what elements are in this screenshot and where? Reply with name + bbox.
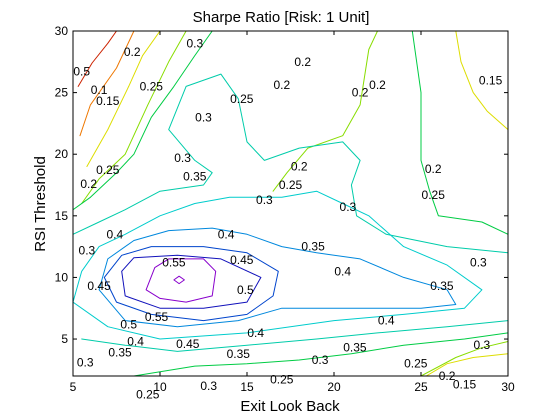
contour-label: 0.2 [425, 162, 442, 176]
contour-label: 0.2 [124, 45, 141, 59]
contour-line-0-15 [86, 31, 161, 167]
contour-label: 0.3 [77, 355, 94, 369]
contour-label: 0.1 [91, 83, 108, 97]
contour-label: 0.45 [230, 253, 254, 267]
contour-label: 0.55 [145, 310, 169, 324]
x-axis-label: Exit Look Back [240, 398, 340, 415]
contour-label: 0.25 [404, 357, 428, 371]
contour-label: 0.25 [270, 373, 294, 387]
contour-label: 0.3 [470, 256, 487, 270]
x-tick-label: 20 [327, 380, 341, 394]
x-tick-label: 30 [501, 380, 515, 394]
contour-label: 0.2 [80, 177, 97, 191]
contour-line-0-3 [73, 73, 508, 254]
axis-ticks: 5 10 15 20 25 30 5 10 15 20 25 30 [55, 24, 515, 394]
contour-line-0-5 [121, 254, 262, 309]
contour-line-0-55 [173, 275, 185, 285]
contour-label: 0.25 [230, 92, 254, 106]
y-tick-label: 20 [55, 147, 69, 161]
contour-label: 0.25 [136, 388, 160, 402]
contour-label: 0.4 [127, 335, 144, 349]
contour-label: 0.45 [87, 279, 111, 293]
contour-label: 0.35 [430, 279, 454, 293]
y-axis-label: RSI Threshold [32, 156, 49, 252]
contour-label: 0.3 [256, 193, 273, 207]
contour-line-0-05 [77, 31, 117, 87]
contour-label: 0.3 [79, 243, 96, 257]
contour-label: 0.35 [108, 346, 132, 360]
contour-label: 0.3 [312, 353, 329, 367]
contour-label: 0.3 [195, 110, 212, 124]
contour-label: 0.25 [422, 188, 446, 202]
contour-line-0-1 [79, 31, 135, 137]
contour-label: 0.3 [186, 36, 203, 50]
contour-line-0-15 [455, 31, 508, 131]
plot-frame [72, 30, 509, 377]
contour-line-0-25 [133, 332, 508, 376]
contour-label: 0.2 [291, 160, 308, 174]
contour-line-0-2 [272, 31, 378, 192]
y-tick-label: 30 [55, 24, 69, 38]
contour-line-0-25 [411, 31, 508, 235]
contour-label: 0.2 [273, 78, 290, 92]
x-tick-label: 15 [240, 380, 254, 394]
contour-line-0-3 [81, 320, 508, 352]
contour-label: 0.35 [183, 169, 207, 183]
contour-label: 0.2 [439, 369, 456, 383]
contour-label: 0.55 [162, 256, 186, 270]
contour-line-0-2 [81, 31, 187, 204]
x-tick-label: 10 [153, 380, 167, 394]
contour-label: 0.35 [227, 347, 251, 361]
contour-label: 0.4 [247, 326, 264, 340]
contour-label: 0.2 [369, 78, 386, 92]
contour-label: 0.5 [120, 317, 137, 331]
x-tick-label: 25 [414, 380, 428, 394]
contour-label: 0.25 [140, 79, 164, 93]
contour-label: 0.4 [334, 264, 351, 278]
y-tick-label: 15 [55, 209, 69, 223]
contour-line-0-15 [425, 353, 508, 376]
contour-label: 0.4 [218, 227, 235, 241]
y-tick-label: 5 [61, 332, 68, 346]
contour-label: 0.25 [96, 163, 120, 177]
contour-line-0-55 [145, 258, 217, 303]
contour-label: 0.2 [294, 55, 311, 69]
contour-label: 0.3 [200, 379, 217, 393]
contour-label: 0.5 [73, 65, 90, 79]
contour-line-0-4 [98, 227, 457, 328]
contour-label: 0.2 [352, 86, 369, 100]
contour-label: 0.4 [378, 314, 395, 328]
contour-line-0-45 [103, 246, 279, 322]
contour-line-0-35 [73, 190, 483, 340]
contour-line-0-25 [73, 31, 213, 211]
plot-area [73, 31, 508, 376]
chart-title: Sharpe Ratio [Risk: 1 Unit] [193, 9, 370, 26]
contour-label: 0.3 [340, 200, 357, 214]
contour-line-0-2 [420, 341, 508, 376]
contour-label: 0.15 [479, 73, 503, 87]
contour-label: 0.15 [96, 94, 120, 108]
y-tick-label: 10 [55, 270, 69, 284]
contour-label: 0.35 [301, 240, 325, 254]
y-tick-label: 25 [55, 86, 69, 100]
contour-label: 0.35 [343, 341, 367, 355]
contour-label: 0.4 [106, 227, 123, 241]
contour-label: 0.5 [237, 283, 254, 297]
contour-label: 0.3 [474, 338, 491, 352]
contour-label: 0.15 [453, 378, 477, 392]
x-tick-label: 5 [70, 380, 77, 394]
contour-label: 0.45 [176, 337, 200, 351]
contour-label: 0.25 [279, 178, 303, 192]
contour-label: 0.3 [174, 151, 191, 165]
